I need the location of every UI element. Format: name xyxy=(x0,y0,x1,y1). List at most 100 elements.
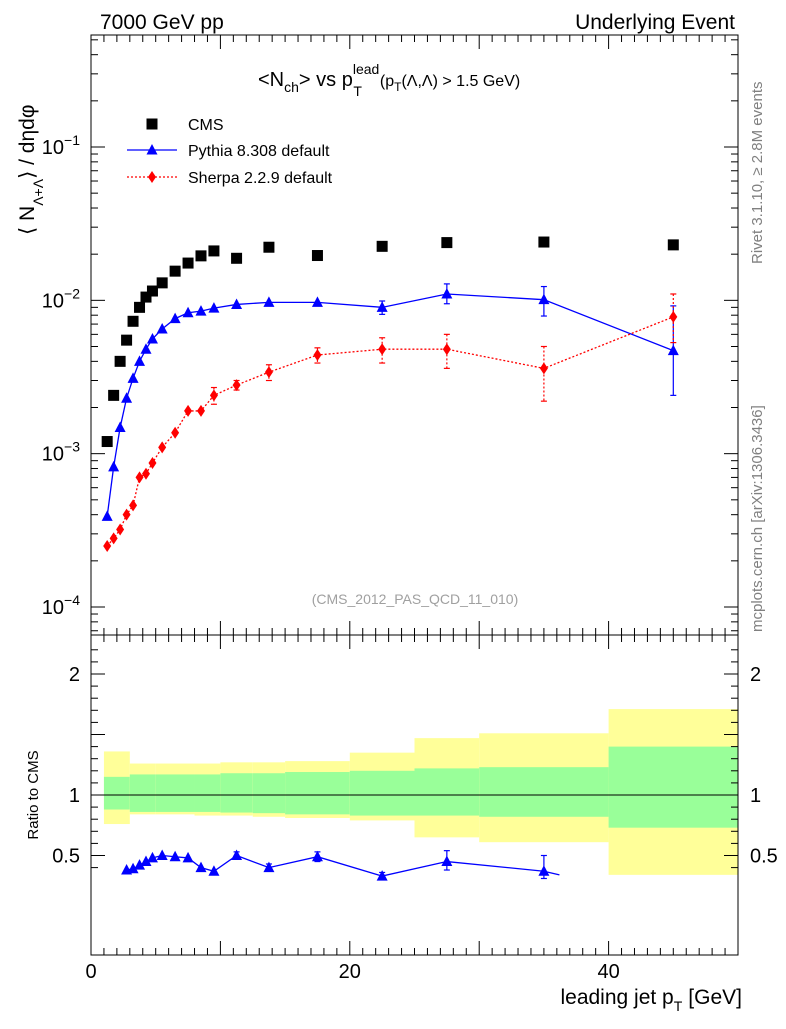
y-tick-label: 10−3 xyxy=(42,439,80,466)
ratio-point xyxy=(169,850,181,862)
data-point xyxy=(184,404,193,417)
data-point xyxy=(538,293,550,305)
legend-marker xyxy=(146,118,158,130)
ratio-plot-data xyxy=(121,849,560,881)
data-point xyxy=(667,239,679,251)
data-point xyxy=(231,298,243,309)
data-point xyxy=(208,245,220,257)
title-sub-t: T xyxy=(353,83,362,99)
ratio-point xyxy=(146,851,158,863)
inner-band xyxy=(252,773,286,814)
data-point xyxy=(121,392,133,403)
ratio-point xyxy=(195,861,207,873)
ratio-series xyxy=(121,849,560,881)
data-point xyxy=(116,523,125,536)
data-point xyxy=(108,460,120,472)
xlabel-sub: T xyxy=(674,998,683,1014)
y-tick-label-left: 1 xyxy=(69,785,80,807)
y-tick-label-base: 10 xyxy=(42,290,64,312)
ratio-point xyxy=(208,865,220,876)
data-point xyxy=(156,277,168,289)
data-point xyxy=(146,332,158,344)
y-tick-label-right: 0.5 xyxy=(750,846,778,868)
data-point xyxy=(669,310,678,323)
data-point xyxy=(122,508,131,521)
series-line xyxy=(106,293,674,517)
y-tick-label-left: 0.5 xyxy=(52,846,80,868)
y-tick-label-base: 10 xyxy=(42,137,64,159)
data-point xyxy=(140,343,152,354)
legend-label: CMS xyxy=(188,117,224,134)
data-point xyxy=(539,362,548,375)
inner-band xyxy=(414,768,480,816)
ratio-ylabel: Ratio to CMS xyxy=(25,750,42,839)
header-right: Underlying Event xyxy=(575,11,735,34)
y-tick-label: 10−4 xyxy=(42,592,80,619)
data-point xyxy=(134,355,146,366)
series-triangle xyxy=(101,283,679,521)
inner-band xyxy=(479,767,609,817)
data-point xyxy=(101,436,113,448)
data-point xyxy=(146,285,158,297)
xlabel-unit: [GeV] xyxy=(688,986,742,1009)
data-point xyxy=(311,250,323,262)
data-point xyxy=(264,366,273,379)
data-point xyxy=(182,257,194,269)
ylabel-rest: ⟩ / dηdφ xyxy=(16,105,39,179)
ratio-point xyxy=(538,865,550,876)
data-point xyxy=(195,250,207,262)
y-tick-label-right: 2 xyxy=(750,664,761,686)
data-point xyxy=(109,532,118,545)
data-point xyxy=(311,296,323,307)
x-tick-label: 0 xyxy=(85,961,96,983)
xlabel-main: leading jet p xyxy=(560,986,673,1009)
legend-label: Pythia 8.308 default xyxy=(188,143,330,160)
data-point xyxy=(182,306,194,318)
data-point xyxy=(171,426,180,439)
series-line xyxy=(106,316,674,547)
data-point xyxy=(209,389,218,402)
title-sup-lead: lead xyxy=(353,61,379,77)
y-tick-label-base: 10 xyxy=(42,597,64,619)
data-point xyxy=(169,265,181,277)
legend-label: Sherpa 2.2.9 default xyxy=(188,170,333,187)
x-tick-label: 40 xyxy=(597,961,619,983)
inner-band xyxy=(285,772,350,815)
title-sub-ch: ch xyxy=(284,79,299,95)
title-main: <N xyxy=(258,69,284,91)
inner-band xyxy=(194,774,221,812)
data-point xyxy=(263,241,275,253)
data-point xyxy=(114,421,126,433)
data-point xyxy=(376,301,388,312)
inner-band xyxy=(155,774,195,812)
data-point xyxy=(232,379,241,392)
series-square xyxy=(101,236,679,448)
data-point xyxy=(263,296,275,307)
inner-band xyxy=(220,773,253,813)
data-point xyxy=(108,389,120,401)
main-panel: 10−410−310−210−1 xyxy=(42,34,739,636)
legend: CMS Pythia 8.308 default Sherpa 2.2.9 defa… xyxy=(127,117,333,187)
data-point xyxy=(158,441,167,454)
data-point xyxy=(156,323,168,334)
ratio-uncertainty-bands xyxy=(91,709,738,875)
data-point xyxy=(127,372,139,383)
data-point xyxy=(114,355,126,367)
y-tick-label-base: 10 xyxy=(42,444,64,466)
main-plot-data xyxy=(101,236,679,552)
y-tick-label-exponent: −4 xyxy=(64,592,80,608)
ylabel-main: ⟨ N xyxy=(16,206,39,235)
data-point xyxy=(121,334,133,346)
data-point xyxy=(127,315,139,327)
data-point xyxy=(101,510,113,521)
plot-title: <Nch> vs plead T(pT(Λ,Λ) > 1.5 GeV) xyxy=(258,61,520,99)
y-tick-label-exponent: −3 xyxy=(64,439,80,455)
data-point xyxy=(148,456,157,469)
data-point xyxy=(442,343,451,356)
main-axis-ticks: 10−410−310−210−1 xyxy=(42,35,739,635)
data-point xyxy=(208,302,220,313)
title-cond-rest: (Λ,Λ) > 1.5 GeV) xyxy=(401,73,520,90)
ratio-point xyxy=(231,849,243,860)
rivet-label: Rivet 3.1.10, ≥ 2.8M events xyxy=(749,82,766,265)
data-point xyxy=(135,471,144,484)
